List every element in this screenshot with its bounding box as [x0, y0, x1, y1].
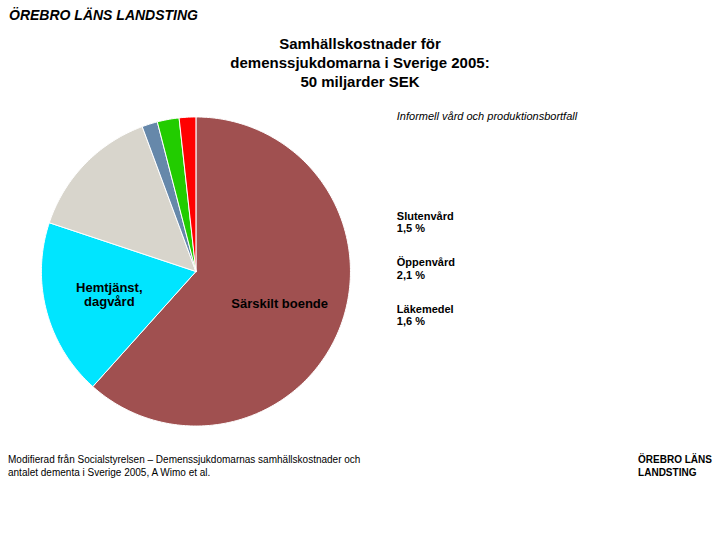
html-text:Modifierad från Socialstyrelse: Modifierad från Socialstyrelsen – Demens… — [8, 454, 361, 478]
html-text:LANDSTING: LANDSTING — [638, 467, 697, 478]
html-text:ÖREBRO LÄNS LANDSTING: ÖREBRO LÄNS LANDSTING — [9, 7, 198, 23]
html-text:Samhällskostnader för demenssj: Samhällskostnader för demenssjukdomarna … — [230, 35, 490, 90]
svg-text:Informell vård och produktions: Informell vård och produktionsbortfall — [397, 110, 578, 122]
svg-text:Öppenvård2,1 %: Öppenvård2,1 % — [397, 256, 455, 281]
svg-text:Hemtjänst,dagvård: Hemtjänst,dagvård — [76, 280, 142, 309]
svg-text:Särskilt boende: Särskilt boende — [231, 296, 328, 311]
svg-text:Läkemedel1,6 %: Läkemedel1,6 % — [397, 302, 454, 327]
svg-text:Slutenvård1,5 %: Slutenvård1,5 % — [397, 210, 454, 235]
html-text:ÖREBRO LÄNS: ÖREBRO LÄNS — [638, 454, 712, 465]
